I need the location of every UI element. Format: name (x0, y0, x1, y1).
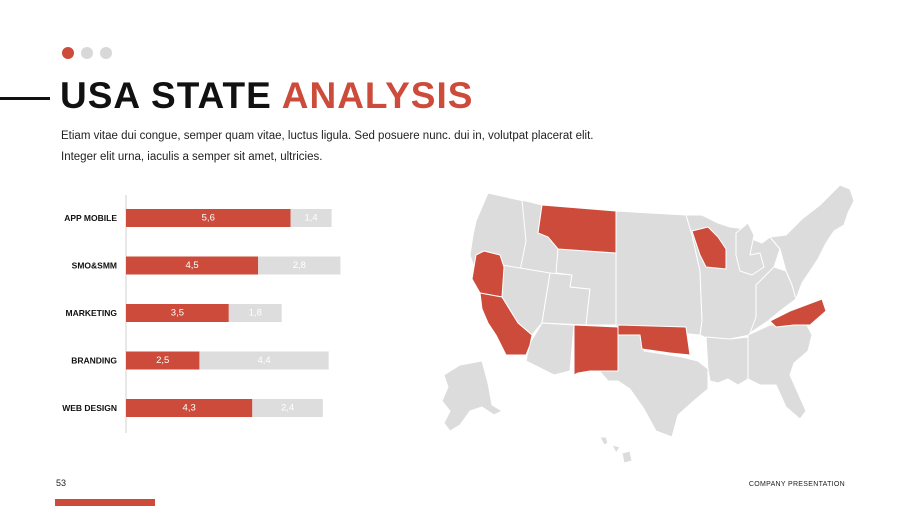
bar-primary (126, 209, 291, 227)
description: Etiam vitae dui congue, semper quam vita… (61, 126, 661, 167)
bar-value-label: 1,4 (304, 213, 317, 224)
map-state-alaska (441, 360, 503, 432)
map-state-michigan (735, 222, 765, 276)
description-line-2: Integer elit urna, iaculis a semper sit … (61, 150, 323, 163)
bar-value-label: 4,4 (257, 355, 270, 366)
title-rule (0, 97, 50, 100)
bar-value-label: 3,5 (171, 308, 184, 319)
map-state-northeast (769, 184, 855, 300)
map-state-central-east (749, 266, 797, 334)
map-state-washington-oregon (471, 250, 505, 298)
map-state-montana (537, 204, 617, 254)
bar-value-label: 4,3 (183, 403, 196, 414)
category-label: BRANDING (71, 356, 117, 366)
bar-value-label: 4,5 (185, 260, 198, 271)
page-title: USA STATE ANALYSIS (60, 76, 473, 116)
map-state-wisconsin (691, 226, 727, 270)
bar-value-label: 2,5 (156, 355, 169, 366)
bar-secondary (228, 304, 282, 322)
bar-primary (126, 304, 229, 322)
bar-secondary (290, 209, 332, 227)
map-state-north-carolina (769, 298, 827, 328)
bar-value-label: 1,8 (249, 308, 262, 319)
slide-pager (62, 47, 112, 59)
map-state-new-mexico (573, 324, 619, 376)
category-label: SMO&SMM (72, 261, 117, 271)
bar-value-label: 5,6 (202, 213, 215, 224)
category-label: APP MOBILE (64, 213, 117, 223)
usa-map (441, 184, 855, 464)
map-state-texas (595, 334, 709, 438)
map-state-oklahoma (617, 324, 691, 356)
map-state-southeast (747, 322, 813, 420)
bar-primary (126, 256, 259, 275)
category-label: WEB DESIGN (62, 403, 117, 413)
bar-value-label: 2,4 (281, 403, 294, 414)
bar-chart: APP MOBILE 5,6 1,4 SMO&SMM 4,5 2,8 MARKETING 3,… (62, 195, 341, 433)
bar-secondary (252, 399, 323, 417)
bar-primary (126, 399, 253, 417)
map-state-great-plains (615, 210, 703, 336)
title-accent: ANALYSIS (281, 75, 474, 116)
pager-dot-1[interactable] (62, 47, 74, 59)
pager-dot-3[interactable] (100, 47, 112, 59)
bar-secondary (258, 256, 341, 275)
bar-secondary (199, 351, 329, 370)
company-label: COMPANY PRESENTATION (748, 481, 845, 488)
map-highlighted-states (471, 204, 827, 376)
category-label: MARKETING (66, 308, 118, 318)
map-state-california (479, 292, 533, 356)
map-state-hawaii (599, 436, 633, 464)
map-state-south-central (705, 336, 753, 386)
bar-primary (126, 351, 200, 370)
title-main: USA STATE (60, 75, 272, 116)
bar-value-label: 2,8 (293, 260, 306, 271)
pager-dot-2[interactable] (81, 47, 93, 59)
page-number: 53 (56, 478, 67, 488)
description-line-1: Etiam vitae dui congue, semper quam vita… (61, 130, 594, 142)
footer-accent-bar (55, 499, 155, 506)
